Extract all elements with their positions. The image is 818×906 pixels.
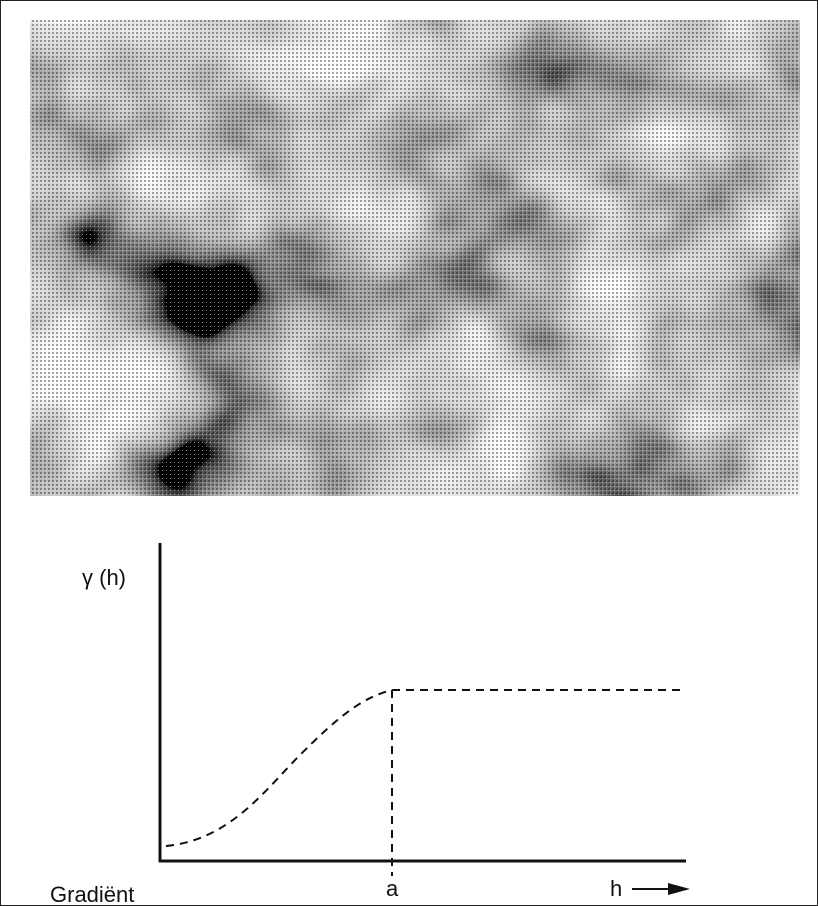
range-label: a — [386, 876, 399, 901]
page: γ (h) a h Gradiënt — [0, 0, 818, 906]
halftone — [30, 20, 800, 496]
x-axis-label: h — [610, 876, 622, 901]
random-field-image — [30, 20, 800, 496]
figure: γ (h) a h Gradiënt — [0, 0, 818, 906]
caption: Gradiënt — [50, 882, 134, 906]
y-axis-label: γ (h) — [82, 565, 126, 590]
